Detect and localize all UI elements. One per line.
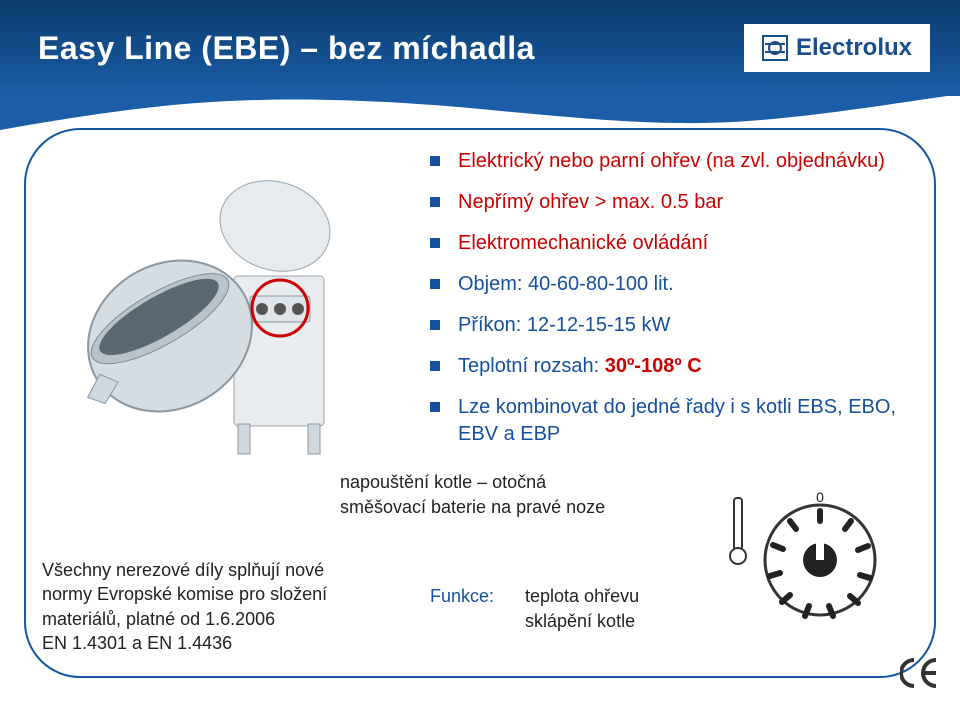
tap-sublabel: napouštění kotle – otočná směšovací bate…: [340, 470, 640, 520]
funkce-block: Funkce: teplota ohřevu sklápění kotle: [430, 584, 639, 634]
funkce-value: sklápění kotle: [525, 611, 635, 631]
bullet-item: Teplotní rozsah: 30º-108º C: [430, 353, 920, 380]
bullet-item: Příkon: 12-12-15-15 kW: [430, 312, 920, 339]
bullet-item: Elektromechanické ovládání: [430, 230, 920, 257]
header-bar: Easy Line (EBE) – bez míchadla Electrolu…: [0, 0, 960, 96]
bullet-item: Elektrický nebo parní ohřev (na zvl. obj…: [430, 148, 920, 175]
funkce-label: Funkce:: [430, 584, 520, 609]
funkce-value: teplota ohřevu: [525, 586, 639, 606]
page-title: Easy Line (EBE) – bez míchadla: [38, 30, 535, 67]
svg-text:0: 0: [816, 489, 824, 505]
temperature-dial-icon: 0: [720, 478, 890, 648]
product-illustration: [50, 166, 380, 466]
ce-mark: [900, 658, 944, 695]
bullet-item: Lze kombinovat do jedné řady i s kotli E…: [430, 394, 920, 448]
electrolux-icon: [762, 35, 788, 61]
norms-text: Všechny nerezové díly splňují nové normy…: [42, 558, 387, 655]
bullet-item: Nepřímý ohřev > max. 0.5 bar: [430, 189, 920, 216]
bullet-item: Objem: 40-60-80-100 lit.: [430, 271, 920, 298]
brand-logo-box: Electrolux: [744, 24, 930, 72]
brand-name: Electrolux: [796, 34, 912, 62]
feature-bullets: Elektrický nebo parní ohřev (na zvl. obj…: [430, 148, 920, 462]
